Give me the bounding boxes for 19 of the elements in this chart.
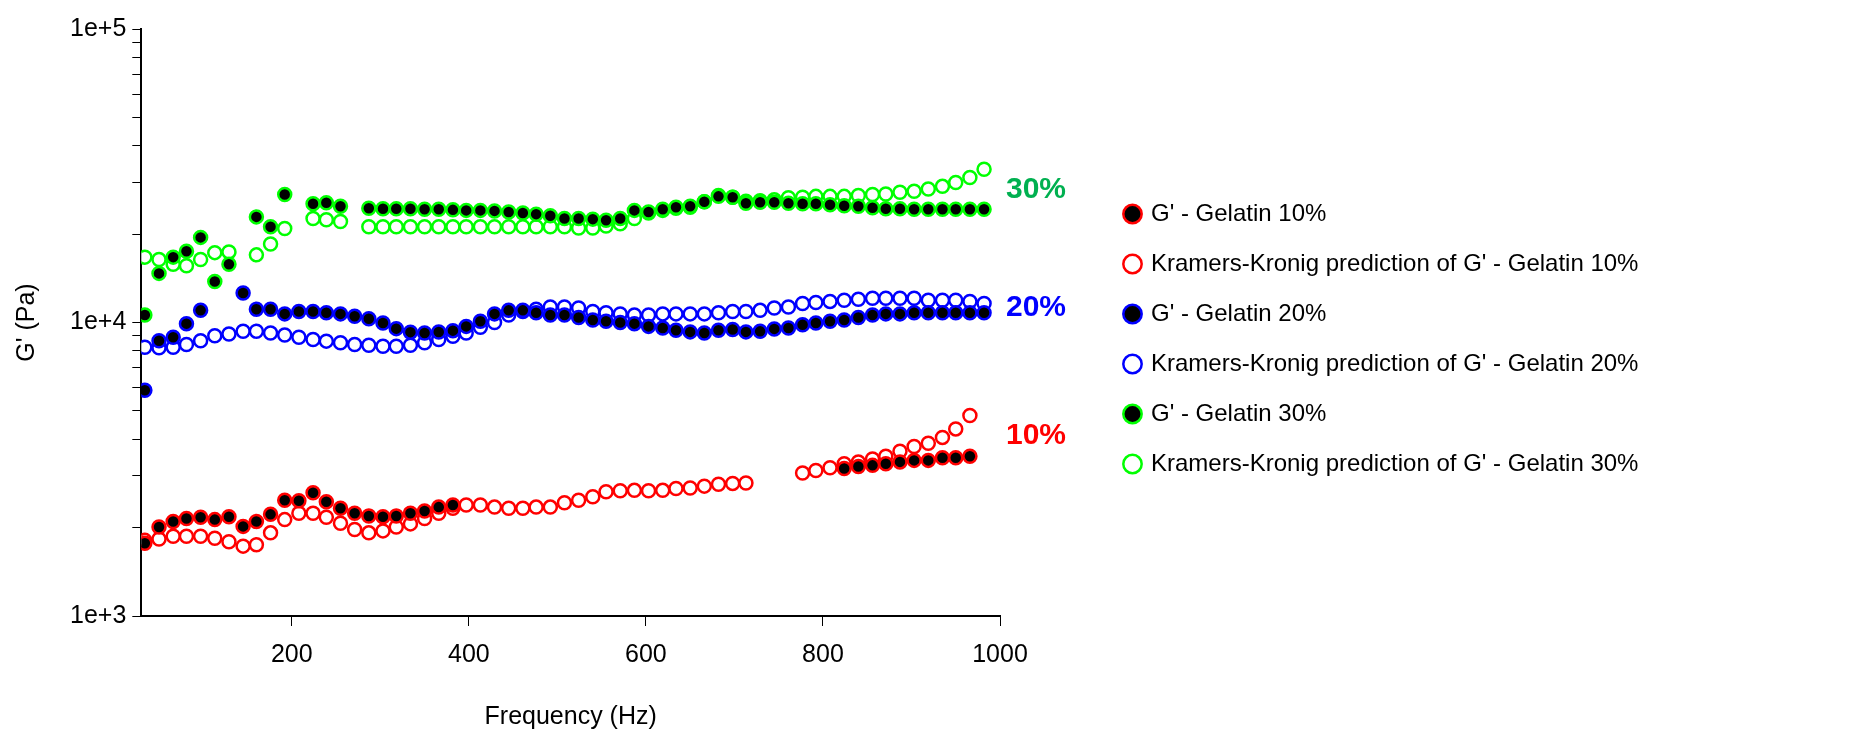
legend-label: G' - Gelatin 20% <box>1151 298 1327 326</box>
text: 30% <box>1006 170 1067 204</box>
x-tick-label: 800 <box>802 638 844 667</box>
y-tick-label: 1e+4 <box>70 306 127 335</box>
legend-label: Kramers-Kronig prediction of G' - Gelatin 10% <box>1151 248 1639 276</box>
legend-label: Kramers-Kronig prediction of G' - Gelatin 20% <box>1151 348 1639 376</box>
text: 10% <box>1006 417 1067 451</box>
legend-label: G' - Gelatin 30% <box>1151 398 1327 426</box>
y-tick-label: 1e+3 <box>70 599 127 628</box>
x-tick-label: 400 <box>447 638 490 667</box>
text: 20% <box>1006 289 1067 323</box>
y-axis-title: G' (Pa) <box>10 283 39 362</box>
legend-label: G' - Gelatin 10% <box>1151 198 1327 226</box>
y-tick-label: 1e+5 <box>70 12 127 41</box>
x-tick-label: 200 <box>270 638 313 667</box>
legend-label: Kramers-Kronig prediction of G' - Gelatin 30% <box>1151 448 1639 476</box>
x-axis-title: Frequency (Hz) <box>484 700 657 729</box>
x-tick-label: 600 <box>625 638 667 667</box>
x-tick-label: 1000 <box>972 638 1028 667</box>
